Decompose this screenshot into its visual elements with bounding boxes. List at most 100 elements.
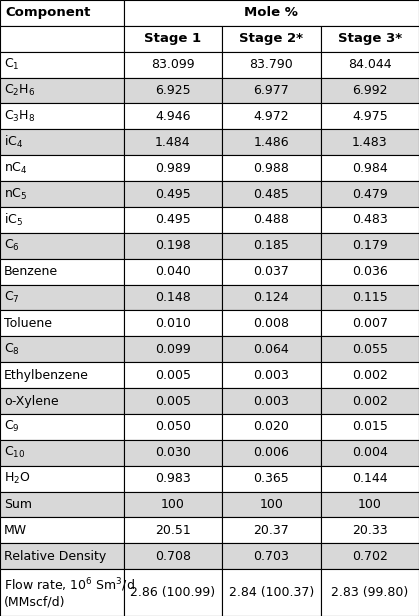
- Bar: [0, 414, 124, 440]
- Bar: [321, 207, 419, 233]
- Bar: [222, 26, 321, 52]
- Text: 83.790: 83.790: [249, 58, 293, 71]
- Text: 0.010: 0.010: [155, 317, 191, 330]
- Text: 0.007: 0.007: [352, 317, 388, 330]
- Text: 0.055: 0.055: [352, 343, 388, 356]
- Text: 4.975: 4.975: [352, 110, 388, 123]
- Bar: [124, 259, 222, 285]
- Bar: [321, 543, 419, 569]
- Text: 0.702: 0.702: [352, 550, 388, 563]
- Text: MW: MW: [4, 524, 27, 537]
- Text: 0.483: 0.483: [352, 213, 388, 227]
- Bar: [124, 414, 222, 440]
- Bar: [0, 233, 124, 259]
- Text: 0.365: 0.365: [253, 472, 289, 485]
- Text: 0.179: 0.179: [352, 239, 388, 253]
- Text: 0.148: 0.148: [155, 291, 191, 304]
- Text: C$_1$: C$_1$: [4, 57, 20, 72]
- Bar: [321, 129, 419, 155]
- Text: Benzene: Benzene: [4, 265, 58, 278]
- Text: 0.005: 0.005: [155, 395, 191, 408]
- Bar: [124, 569, 222, 616]
- Bar: [0, 543, 124, 569]
- Text: 1.483: 1.483: [352, 136, 388, 149]
- Bar: [0, 78, 124, 103]
- Text: 6.992: 6.992: [352, 84, 388, 97]
- Text: 100: 100: [358, 498, 382, 511]
- Bar: [124, 440, 222, 466]
- Bar: [222, 129, 321, 155]
- Text: C$_{10}$: C$_{10}$: [4, 445, 26, 460]
- Bar: [321, 362, 419, 388]
- Bar: [0, 569, 124, 616]
- Bar: [0, 207, 124, 233]
- Bar: [0, 517, 124, 543]
- Text: C$_3$H$_8$: C$_3$H$_8$: [4, 109, 36, 124]
- Text: 0.124: 0.124: [253, 291, 289, 304]
- Bar: [222, 543, 321, 569]
- Bar: [124, 0, 419, 26]
- Text: 20.37: 20.37: [253, 524, 289, 537]
- Bar: [124, 362, 222, 388]
- Bar: [321, 517, 419, 543]
- Bar: [124, 517, 222, 543]
- Text: C$_2$H$_6$: C$_2$H$_6$: [4, 83, 36, 98]
- Bar: [222, 285, 321, 310]
- Text: C$_7$: C$_7$: [4, 290, 20, 305]
- Text: 0.495: 0.495: [155, 213, 191, 227]
- Bar: [222, 310, 321, 336]
- Text: Mole %: Mole %: [244, 6, 298, 20]
- Bar: [124, 78, 222, 103]
- Text: 4.946: 4.946: [155, 110, 191, 123]
- Text: 84.044: 84.044: [348, 58, 392, 71]
- Text: o-Xylene: o-Xylene: [4, 395, 59, 408]
- Bar: [222, 155, 321, 181]
- Text: 0.064: 0.064: [253, 343, 289, 356]
- Text: 2.86 (100.99): 2.86 (100.99): [130, 586, 215, 599]
- Text: C$_8$: C$_8$: [4, 342, 20, 357]
- Bar: [0, 466, 124, 492]
- Bar: [0, 440, 124, 466]
- Text: 1.486: 1.486: [253, 136, 289, 149]
- Text: 2.84 (100.37): 2.84 (100.37): [229, 586, 314, 599]
- Bar: [321, 310, 419, 336]
- Text: 0.020: 0.020: [253, 421, 289, 434]
- Bar: [321, 78, 419, 103]
- Text: 6.977: 6.977: [253, 84, 289, 97]
- Text: C$_6$: C$_6$: [4, 238, 20, 253]
- Bar: [124, 492, 222, 517]
- Bar: [124, 129, 222, 155]
- Text: 0.983: 0.983: [155, 472, 191, 485]
- Bar: [222, 207, 321, 233]
- Bar: [124, 103, 222, 129]
- Bar: [124, 466, 222, 492]
- Text: 0.485: 0.485: [253, 187, 289, 201]
- Text: 0.002: 0.002: [352, 369, 388, 382]
- Bar: [321, 569, 419, 616]
- Bar: [0, 181, 124, 207]
- Bar: [222, 259, 321, 285]
- Text: 0.708: 0.708: [155, 550, 191, 563]
- Bar: [0, 0, 124, 26]
- Bar: [222, 336, 321, 362]
- Text: 2.83 (99.80): 2.83 (99.80): [331, 586, 409, 599]
- Text: 0.050: 0.050: [155, 421, 191, 434]
- Text: 1.484: 1.484: [155, 136, 191, 149]
- Bar: [321, 414, 419, 440]
- Text: Component: Component: [5, 6, 91, 20]
- Text: nC$_4$: nC$_4$: [4, 161, 28, 176]
- Text: Sum: Sum: [4, 498, 32, 511]
- Text: 0.989: 0.989: [155, 161, 191, 175]
- Bar: [222, 103, 321, 129]
- Bar: [0, 492, 124, 517]
- Bar: [222, 233, 321, 259]
- Bar: [0, 26, 124, 52]
- Text: nC$_5$: nC$_5$: [4, 187, 28, 201]
- Bar: [222, 362, 321, 388]
- Bar: [222, 492, 321, 517]
- Text: Flow rate, 10$^6$ Sm$^3$/d
(MMscf/d): Flow rate, 10$^6$ Sm$^3$/d (MMscf/d): [4, 577, 135, 609]
- Text: 4.972: 4.972: [253, 110, 289, 123]
- Text: iC$_4$: iC$_4$: [4, 134, 23, 150]
- Text: C$_9$: C$_9$: [4, 419, 20, 434]
- Text: 20.33: 20.33: [352, 524, 388, 537]
